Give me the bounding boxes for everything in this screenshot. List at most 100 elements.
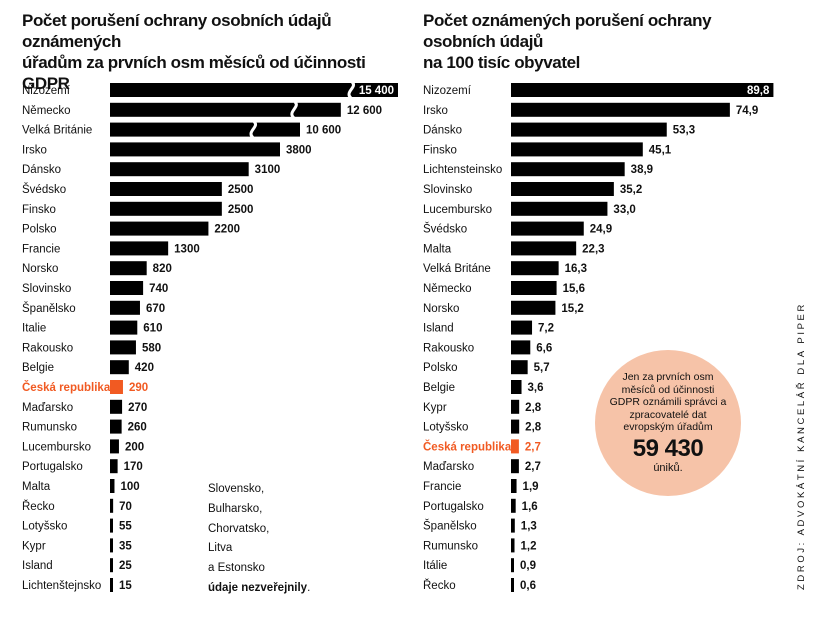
value-label: 2500 bbox=[228, 204, 254, 216]
value-label: 35,2 bbox=[620, 184, 642, 196]
value-label: 38,9 bbox=[631, 164, 653, 176]
category-label: Italie bbox=[22, 323, 46, 335]
total-breaches-bubble: Jen za prvních osm měsíců od účinnosti G… bbox=[595, 350, 741, 496]
bubble-text: Jen za prvních osm měsíců od účinnosti G… bbox=[609, 371, 727, 434]
category-label: Norsko bbox=[423, 303, 459, 315]
value-label: 15 400 bbox=[359, 85, 394, 97]
bar bbox=[110, 439, 119, 454]
category-label: Řecko bbox=[423, 579, 456, 592]
note-line: a Estonsko bbox=[208, 562, 265, 575]
value-label: 16,3 bbox=[565, 263, 587, 275]
category-label: Rakousko bbox=[423, 342, 474, 354]
bar bbox=[511, 558, 514, 573]
value-label: 89,8 bbox=[747, 85, 770, 97]
value-label: 2,8 bbox=[525, 422, 542, 434]
value-label: 820 bbox=[153, 263, 172, 275]
category-label: Francie bbox=[22, 243, 60, 255]
category-label: Španělsko bbox=[423, 520, 477, 533]
value-label: 3,6 bbox=[528, 382, 544, 394]
category-label: Malta bbox=[423, 243, 452, 255]
value-label: 2,7 bbox=[525, 441, 541, 453]
category-label: Itálie bbox=[423, 560, 447, 572]
value-label: 420 bbox=[135, 362, 154, 374]
bar bbox=[511, 300, 556, 315]
bubble-unit: úniků. bbox=[653, 461, 683, 474]
value-label: 3800 bbox=[286, 144, 312, 156]
category-label: Dánsko bbox=[22, 164, 61, 176]
category-label: Německo bbox=[22, 105, 71, 117]
value-label: 1,6 bbox=[522, 501, 538, 513]
category-label: Irsko bbox=[423, 105, 448, 117]
value-label: 25 bbox=[119, 560, 132, 572]
missing-data-note: Slovensko, Bulharsko, Chorvatsko, Litva … bbox=[208, 480, 310, 599]
category-label: Nizozemí bbox=[22, 85, 71, 97]
value-label: 1,3 bbox=[521, 521, 537, 533]
bar bbox=[110, 320, 138, 335]
value-label: 2,7 bbox=[525, 461, 541, 473]
bar bbox=[511, 162, 625, 177]
category-label: Kypr bbox=[423, 402, 447, 414]
bar bbox=[110, 459, 118, 474]
bar bbox=[511, 459, 519, 474]
category-label: Lucembursko bbox=[22, 441, 91, 453]
value-label: 2,8 bbox=[525, 402, 542, 414]
category-label: Norsko bbox=[22, 263, 58, 275]
category-label: Maďarsko bbox=[22, 402, 73, 414]
category-label: Dánsko bbox=[423, 125, 462, 137]
bar bbox=[511, 142, 643, 157]
note-end: . bbox=[307, 581, 311, 594]
value-label: 1,2 bbox=[521, 540, 537, 552]
category-label: Belgie bbox=[423, 382, 455, 394]
value-label: 1300 bbox=[174, 243, 200, 255]
bar bbox=[110, 498, 114, 513]
bar bbox=[110, 241, 169, 256]
bar bbox=[110, 538, 113, 553]
note-line: Bulharsko, bbox=[208, 502, 263, 515]
value-label: 24,9 bbox=[590, 224, 612, 236]
category-label: Švédsko bbox=[423, 223, 467, 236]
right-chart-title: Počet oznámených porušení ochrany osobní… bbox=[423, 11, 712, 72]
value-label: 5,7 bbox=[534, 362, 550, 374]
category-label: Velká Británe bbox=[423, 263, 491, 275]
bar bbox=[110, 102, 341, 117]
bar bbox=[511, 201, 608, 216]
category-label: Belgie bbox=[22, 362, 54, 374]
bar bbox=[511, 83, 774, 97]
axis-break-mark bbox=[249, 120, 257, 139]
bar bbox=[110, 558, 113, 573]
value-label: 15 bbox=[119, 580, 132, 592]
bar bbox=[110, 399, 123, 414]
category-label: Lichtenštejnsko bbox=[22, 580, 101, 592]
value-label: 74,9 bbox=[736, 105, 758, 117]
left-chart-title: Počet porušení ochrany osobních údajů oz… bbox=[22, 11, 366, 93]
value-label: 2500 bbox=[228, 184, 254, 196]
value-label: 100 bbox=[120, 481, 139, 493]
bar bbox=[511, 122, 667, 137]
bar bbox=[110, 360, 129, 375]
bar bbox=[110, 419, 122, 434]
value-label: 0,9 bbox=[520, 560, 536, 572]
value-label: 0,6 bbox=[520, 580, 536, 592]
value-label: 10 600 bbox=[306, 125, 341, 137]
bar bbox=[511, 439, 519, 454]
category-label: Česká republika bbox=[423, 440, 512, 453]
category-label: Maďarsko bbox=[423, 461, 474, 473]
bar bbox=[110, 221, 209, 236]
value-label: 1,9 bbox=[523, 481, 539, 493]
value-label: 2200 bbox=[214, 224, 240, 236]
category-label: Finsko bbox=[423, 144, 457, 156]
bar bbox=[511, 360, 528, 375]
bar bbox=[511, 380, 522, 394]
value-label: 35 bbox=[119, 540, 132, 552]
value-label: 170 bbox=[124, 461, 143, 473]
bubble-number: 59 430 bbox=[632, 434, 704, 462]
category-label: Lucembursko bbox=[423, 204, 492, 216]
bar bbox=[511, 518, 515, 533]
bar bbox=[511, 182, 614, 196]
value-label: 670 bbox=[146, 303, 165, 315]
bar bbox=[110, 182, 222, 196]
value-label: 6,6 bbox=[536, 342, 552, 354]
value-label: 22,3 bbox=[582, 243, 604, 255]
bar bbox=[511, 419, 520, 434]
